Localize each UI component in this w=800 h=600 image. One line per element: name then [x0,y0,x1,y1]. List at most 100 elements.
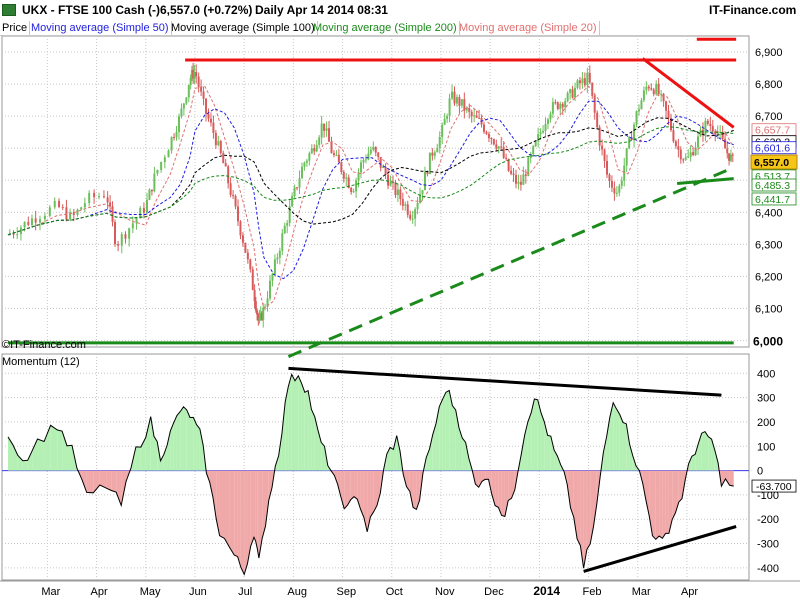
momentum-area [721,470,726,487]
candle-up [369,149,372,154]
momentum-area [237,470,241,568]
header-period: Daily Apr 14 2014 08:31 [255,3,388,17]
momentum-tick-label: 200 [757,417,775,429]
value-label-ma20: 6,657.7 [755,125,790,137]
momentum-area [216,470,220,536]
legend-ma20[interactable]: Moving average (Simple 20) [457,21,600,35]
candle-up [473,115,476,117]
momentum-area [429,434,433,471]
momentum-area [304,390,309,471]
candle-up [357,172,360,181]
candle-up [281,233,284,251]
momentum-area [449,390,453,471]
momentum-area [583,470,587,569]
candle-up [264,306,267,308]
candle-down [453,91,456,104]
candle-down [93,192,96,198]
candle-down [251,269,254,291]
momentum-area [135,446,141,471]
candle-down [463,99,466,111]
momentum-area [160,454,164,471]
momentum-area [701,431,705,471]
momentum-area [244,470,248,575]
candle-up [120,234,123,246]
candle-down [596,112,599,128]
momentum-area [426,449,430,471]
momentum-area [321,442,325,471]
candle-up [175,132,178,138]
momentum-area [278,433,282,471]
momentum-area [495,470,499,508]
momentum-area [652,470,656,540]
candle-up [423,171,426,191]
momentum-area [442,392,446,471]
momentum-area [541,412,545,471]
candle-up [69,212,72,220]
momentum-area [81,470,87,493]
candle-up [465,108,468,111]
legend-price[interactable]: Price [0,21,31,35]
candle-down [256,310,259,315]
candle-up [19,227,22,235]
candle-up [53,200,56,208]
candle-up [315,144,318,152]
legend-ma50[interactable]: Moving average (Simple 50) [29,21,172,35]
candle-down [630,137,633,141]
candle-up [190,70,193,78]
momentum-area [86,470,94,493]
candle-up [443,118,446,125]
candle-up [729,154,732,161]
momentum-area [613,402,617,471]
legend: Price Moving average (Simple 50) Moving … [0,20,749,36]
candle-down [731,154,734,156]
candle-down [401,199,404,206]
candle-up [372,147,375,150]
candle-up [537,134,540,142]
candle-up [148,189,151,200]
candle-up [539,132,542,135]
candle-down [724,139,727,149]
candle-up [170,137,173,151]
candle-down [229,183,232,195]
candle-up [163,157,166,162]
candle-down [728,153,731,161]
legend-ma100[interactable]: Moving average (Simple 100) [169,21,318,35]
price-tick-label: 6,800 [755,79,783,91]
candle-up [153,173,156,192]
momentum-area [240,470,245,575]
momentum-area [626,423,630,471]
candle-up [655,83,658,95]
momentum-area [357,470,361,510]
candle-down [674,141,677,147]
candle-up [278,250,281,258]
candle-down [669,117,672,131]
candle-up [542,130,545,133]
trendline-momentum-bottom [583,525,737,573]
candle-down [524,174,527,176]
value-label-box [751,178,797,192]
momentum-area [301,383,305,471]
candle-down [234,195,237,207]
candle-down [249,259,252,270]
candle-down [399,189,402,200]
header-quote: 6,557.0 (+0.72%) [160,3,253,17]
candle-down [205,98,208,114]
momentum-tick-label: 100 [757,441,775,453]
momentum-area [268,470,273,501]
candle-up [455,97,458,104]
candle-up [298,178,301,188]
momentum-area [308,390,312,471]
legend-ma200[interactable]: Moving average (Simple 200) [311,21,460,35]
candle-down [519,181,522,185]
candle-up [551,102,554,114]
candle-up [687,156,690,158]
candle-up [635,111,638,125]
candle-down [505,157,508,159]
momentum-area [250,470,254,547]
momentum-area [176,411,181,471]
momentum-area [258,470,263,559]
candle-down [102,196,105,198]
momentum-area [586,470,591,550]
momentum-area [209,470,213,498]
candle-up [187,85,190,98]
